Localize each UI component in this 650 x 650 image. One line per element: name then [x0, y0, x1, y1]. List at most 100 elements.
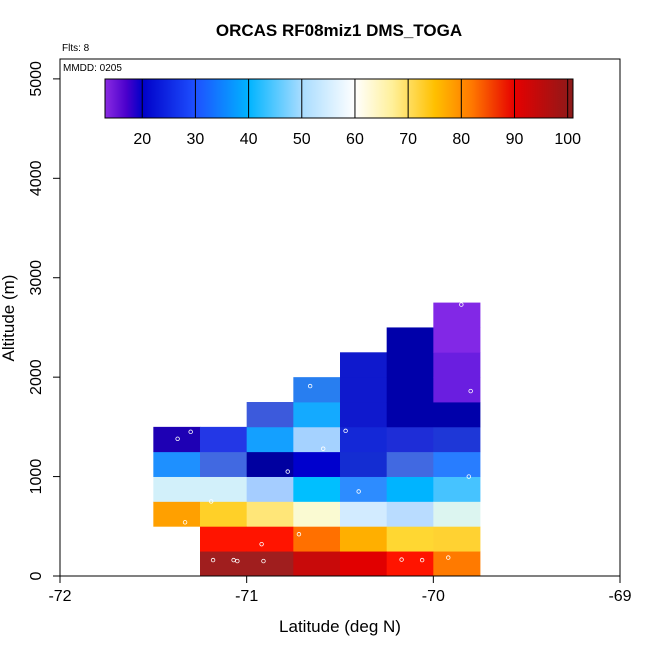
heatmap-cell: [386, 501, 434, 527]
heatmap-cell: [340, 526, 388, 552]
colorbar-tick-label: 100: [554, 131, 581, 148]
heatmap-cell: [246, 402, 294, 428]
heatmap-cell: [200, 501, 248, 527]
sample-point: [188, 429, 193, 435]
colorbar-tick-label: 30: [187, 131, 205, 148]
chart-title: ORCAS RF08miz1 DMS_TOGA: [216, 21, 462, 40]
heatmap-cell: [340, 551, 388, 577]
y-tick-label: 1000: [28, 459, 45, 495]
heatmap-cell: [340, 501, 388, 527]
heatmap-cell: [386, 551, 434, 577]
sample-point: [285, 469, 290, 474]
heatmap-cell: [340, 402, 388, 428]
colorbar-tick-label: 90: [506, 131, 524, 148]
sample-point: [399, 557, 404, 562]
heatmap-cell: [386, 426, 434, 453]
plot-frame: [59, 58, 621, 577]
heatmap-cell: [386, 327, 434, 353]
colorbar-tick-label: 80: [452, 131, 470, 148]
heatmap-cell: [246, 476, 294, 502]
heatmap-cell: [433, 302, 481, 328]
heatmap-cell: [246, 501, 294, 527]
y-tick-label: 5000: [28, 61, 45, 97]
sample-points: [175, 302, 473, 564]
x-tick-label: -71: [235, 588, 258, 605]
sample-point: [466, 474, 471, 479]
sample-point: [419, 557, 425, 563]
sample-point: [468, 388, 473, 394]
heatmap-cell: [200, 451, 248, 477]
heatmap-cell: [293, 551, 341, 577]
heatmap-cells: [153, 302, 481, 577]
colorbar-gradient: [104, 78, 574, 119]
sample-point: [235, 558, 240, 564]
y-tick-label: 2000: [28, 359, 45, 395]
sample-point: [343, 428, 348, 434]
y-axis-label: Altitude (m): [0, 275, 18, 362]
heatmap-cell: [293, 476, 341, 502]
heatmap-cell: [293, 426, 341, 453]
colorbar-tick-label: 70: [399, 131, 417, 148]
x-axis-label: Latitude (deg N): [279, 617, 401, 636]
x-tick-label: -70: [422, 588, 445, 605]
y-axis: 0 1000 2000 3000 4000 5000: [28, 61, 60, 580]
heatmap-cell: [386, 451, 434, 477]
heatmap-cell: [153, 476, 201, 502]
y-tick-label: 4000: [28, 160, 45, 196]
sample-point: [296, 532, 302, 537]
heatmap-cell: [153, 501, 201, 527]
colorbar-tick-label: 50: [293, 131, 311, 148]
heatmap-cell: [386, 402, 434, 428]
colorbar-tick-label: 20: [133, 131, 151, 148]
heatmap-cell: [433, 551, 481, 577]
heatmap-cell: [433, 426, 481, 453]
x-axis: -72 -71 -70 -69: [48, 576, 632, 605]
sample-point: [459, 302, 464, 307]
flights-annotation: Flts: 8: [62, 43, 90, 54]
heatmap-cell: [340, 426, 388, 453]
x-tick-label: -69: [608, 588, 631, 605]
heatmap-cell: [433, 402, 481, 428]
heatmap-cell: [200, 526, 248, 552]
sample-point: [321, 446, 326, 451]
heatmap-cell: [433, 501, 481, 527]
sample-point: [182, 520, 188, 525]
heatmap-cell: [433, 451, 481, 477]
heatmap-cell: [200, 426, 248, 453]
sample-point: [259, 541, 264, 547]
heatmap-cell: [386, 352, 434, 378]
heatmap-cell: [386, 476, 434, 502]
heatmap-cell: [433, 327, 481, 353]
y-tick-label: 0: [28, 571, 45, 580]
heatmap-cell: [340, 476, 388, 502]
date-annotation: MMDD: 0205: [63, 63, 122, 74]
heatmap-cell: [246, 526, 294, 552]
heatmap-cell: [153, 426, 201, 453]
colorbar-tick-label: 60: [346, 131, 364, 148]
heatmap-cell: [293, 501, 341, 527]
heatmap-cell: [433, 526, 481, 552]
sample-point: [307, 383, 313, 389]
heatmap-cell: [340, 352, 388, 378]
sample-point: [356, 489, 361, 494]
heatmap-cell: [433, 352, 481, 378]
heatmap-cell: [293, 402, 341, 428]
sample-point: [210, 557, 216, 563]
heatmap-cell: [246, 551, 294, 577]
colorbar: 20 30 40 50 60 70 80 90 100: [104, 78, 581, 148]
heatmap-cell: [293, 451, 341, 477]
sample-point: [208, 499, 214, 504]
heatmap-cell: [200, 476, 248, 502]
heatmap-cell: [433, 476, 481, 502]
sample-point: [175, 436, 180, 441]
heatmap-cell: [293, 526, 341, 552]
heatmap-cell: [340, 451, 388, 477]
heatmap-cell: [200, 551, 248, 577]
heatmap-cell: [433, 377, 481, 403]
sample-point: [261, 558, 266, 564]
heatmap-cell: [386, 377, 434, 403]
heatmap-cell: [386, 526, 434, 552]
x-tick-label: -72: [48, 588, 71, 605]
heatmap-cell: [246, 426, 294, 453]
